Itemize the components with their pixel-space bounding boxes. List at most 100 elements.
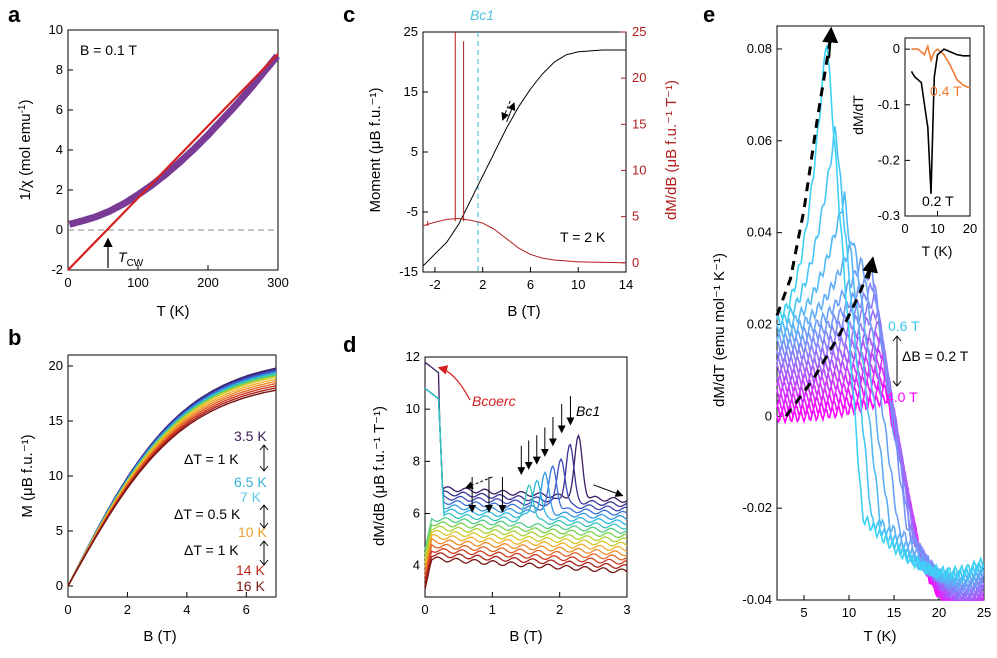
trend-arrow-2: [862, 256, 878, 279]
y-tick-label: -0.1: [878, 97, 900, 112]
trend-dashed-line-2: [784, 264, 873, 418]
inverse-chi-data-line: [68, 53, 280, 228]
panel-label-b: b: [8, 325, 21, 350]
dmdb-curve-7: [424, 517, 628, 550]
panel-c-ylabel-right: dM/dB (μB f.u.⁻¹ T⁻¹): [663, 80, 680, 220]
x-tick-label: 15: [887, 605, 901, 620]
b-label-14K: 14 K: [236, 562, 265, 578]
panel-a-annotation: B = 0.1 T: [80, 42, 137, 58]
dmdb-curve-6: [424, 387, 628, 530]
panel-e: 5 10 15 20 25 -0.04 -0.02 0 0.02 0.04 0.06 0.08 0.6…: [711, 25, 991, 645]
x-tick-label: 0: [64, 602, 71, 617]
dmdb-curve-14: [424, 548, 628, 581]
b-label-3p5K: 3.5 K: [234, 428, 267, 444]
y-tick-label: -0.02: [742, 500, 772, 515]
panel-c-ylabel-left: Moment (μB f.u.⁻¹): [367, 88, 384, 213]
panel-label-a: a: [8, 2, 21, 27]
panel-a-xlabel: T (K): [156, 303, 189, 320]
x-tick-label: 2: [124, 602, 131, 617]
mb-curve-16K: [67, 389, 277, 587]
inset-label-0p4T: 0.4 T: [930, 83, 962, 99]
y-tick-label: 0.08: [747, 41, 772, 56]
panel-b-xlabel: B (T): [143, 628, 176, 645]
y-tick-label: 0.06: [747, 133, 772, 148]
bc1-label: Bc1: [576, 403, 600, 419]
y-tick-label: 6: [56, 102, 63, 117]
y-tick-label: 0.02: [747, 316, 772, 331]
sweep-arrow-down: [501, 100, 511, 121]
y-tick-label: 0: [765, 408, 772, 423]
panel-d-ylabel: dM/dB (μB f.u.⁻¹ T⁻¹): [371, 406, 388, 546]
bcoerc-arrow: [437, 365, 471, 401]
y-tick-label: 5: [411, 144, 418, 159]
panel-c: -2 2 6 10 14 -15 -5 5 15 25 0 5 10 15 20 25 Bc1 T = 2 K…: [367, 7, 680, 320]
moment-line: [422, 49, 626, 267]
y-tick-label: 10: [49, 22, 63, 37]
dmdt-curve-4T: [776, 391, 984, 601]
y-right-tick-label: 20: [632, 70, 646, 85]
inset-line-0p2T: [910, 48, 970, 194]
x-tick-label: 100: [127, 275, 149, 290]
y-tick-label: 15: [49, 413, 63, 428]
panel-e-xlabel: T (K): [863, 628, 896, 645]
y-tick-label: 10: [49, 468, 63, 483]
y-tick-label: 8: [56, 62, 63, 77]
y-tick-label: 20: [49, 358, 63, 373]
x-tick-label: 20: [963, 221, 977, 236]
y-tick-label: 15: [404, 84, 418, 99]
x-tick-label: 2: [479, 277, 486, 292]
b-label-7K: 7 K: [240, 489, 262, 505]
y-tick-label: 6: [413, 506, 420, 521]
x-tick-label: 20: [932, 605, 946, 620]
dmdb-curve-1: [424, 387, 628, 508]
dmdt-curve-1.6T: [776, 263, 985, 594]
y-right-tick-label: 0: [632, 255, 639, 270]
panel-c-ticks: -2 2 6 10 14 -15 -5 5 15 25 0 5 10 15 20 25: [399, 24, 646, 292]
y-right-tick-label: 5: [632, 209, 639, 224]
dmdb-curve-8: [424, 521, 628, 555]
panel-a-plot: [67, 53, 280, 271]
y-tick-label: 12: [406, 349, 420, 364]
sweep-arrow-up: [506, 102, 516, 123]
inset-xlabel: T (K): [922, 243, 953, 259]
inset-ticks: 0 10 20 0 -0.1 -0.2 -0.3: [878, 41, 978, 236]
tcw-label: TCW: [118, 249, 144, 269]
y-tick-label: -0.2: [878, 152, 900, 167]
e-label-0p6T: 0.6 T: [888, 318, 920, 334]
y-tick-label: 8: [413, 453, 420, 468]
curie-weiss-fit-line: [67, 53, 279, 271]
panel-label-e: e: [703, 2, 715, 27]
panel-a-frame: [67, 29, 279, 271]
dmdb-curve-9: [424, 525, 628, 559]
b-label-dt05: ΔT = 0.5 K: [174, 506, 241, 522]
trend-arrow-1: [822, 26, 839, 59]
y-tick-label: 0: [893, 41, 900, 56]
panel-c-plot: [422, 32, 627, 272]
b-label-dt1: ΔT = 1 K: [184, 451, 239, 467]
panel-d-plot: [424, 361, 628, 590]
dmdb-curve-4: [424, 387, 628, 521]
y-tick-label: -2: [51, 262, 63, 277]
e-label-4T: 4.0 T: [886, 389, 918, 405]
y-tick-label: -0.04: [742, 592, 772, 607]
b-double-arrow-3: [259, 540, 269, 566]
x-tick-label: 200: [197, 275, 219, 290]
panel-c-annotation: T = 2 K: [560, 229, 606, 245]
x-tick-label: 2: [556, 602, 563, 617]
e-label-deltaB: ΔB = 0.2 T: [902, 348, 969, 364]
dmdb-curve-11: [424, 534, 628, 568]
panel-b-ylabel: M (μB f.u.⁻¹): [19, 434, 36, 517]
dmdb-curve-3: [424, 387, 628, 516]
y-tick-label: -15: [399, 264, 418, 279]
dmdt-curve-3.8T: [776, 383, 984, 601]
inset-bg: [880, 36, 970, 236]
panel-b-legend: 3.5 K ΔT = 1 K 6.5 K 7 K ΔT = 0.5 K 10 K…: [174, 428, 269, 594]
y-right-tick-label: 15: [632, 116, 646, 131]
dmdb-curve-2: [424, 387, 628, 512]
inset-plot: [910, 43, 971, 194]
